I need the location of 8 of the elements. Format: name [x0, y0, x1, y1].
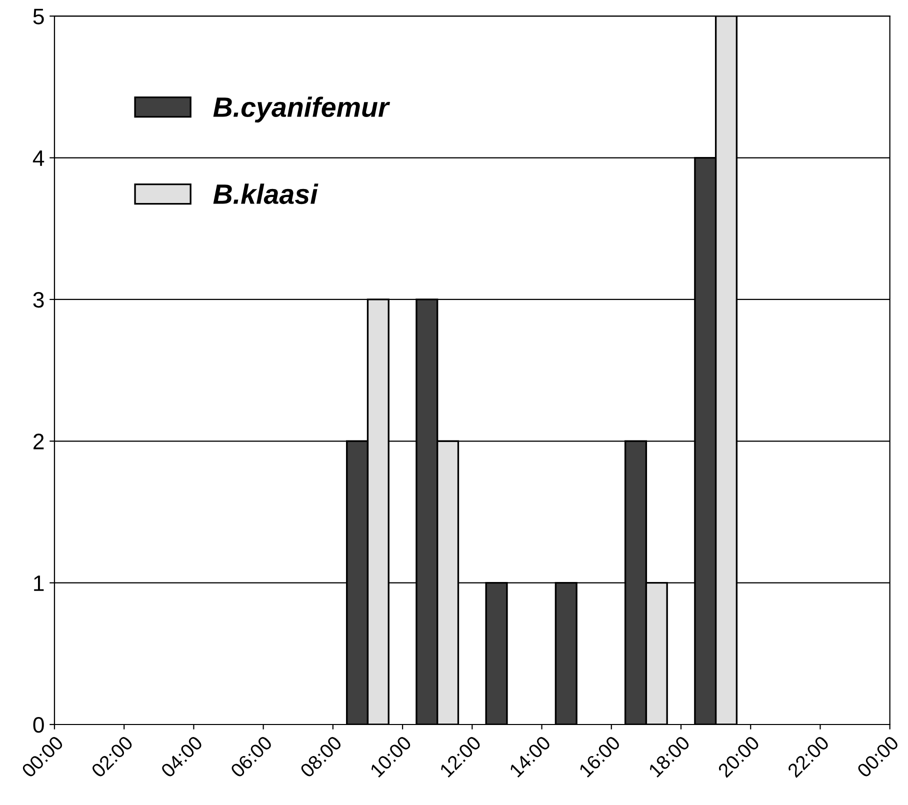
y-tick-label: 5 [33, 8, 44, 24]
y-tick-label: 4 [32, 150, 44, 166]
y-tick-label: 3 [33, 292, 44, 308]
legend-label: B.klaasi [213, 184, 318, 204]
y-tick-label: 2 [34, 434, 44, 450]
y-tick-label: 0 [33, 717, 44, 733]
y-tick-label: 1 [34, 576, 44, 591]
legend-label: B.cyanifemur [213, 96, 390, 123]
